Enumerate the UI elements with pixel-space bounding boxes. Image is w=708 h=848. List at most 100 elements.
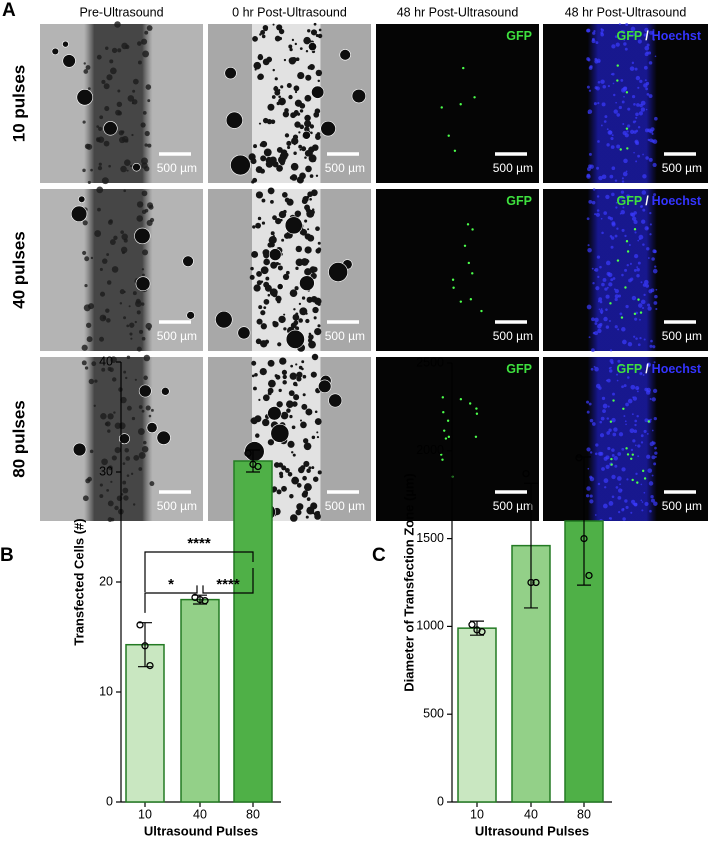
nucleus bbox=[640, 499, 643, 502]
bubble bbox=[237, 326, 251, 340]
nucleus bbox=[608, 517, 611, 520]
particle bbox=[81, 344, 88, 351]
nucleus bbox=[645, 284, 650, 288]
micrograph: 500 µm bbox=[40, 186, 203, 352]
bubble bbox=[328, 393, 343, 408]
nucleus bbox=[589, 451, 593, 454]
nucleus bbox=[595, 286, 600, 291]
nucleus bbox=[595, 41, 599, 45]
particle bbox=[277, 265, 283, 271]
gfp-cell bbox=[631, 453, 634, 456]
nucleus bbox=[615, 101, 617, 104]
gfp-cell bbox=[467, 261, 471, 265]
particle bbox=[267, 391, 272, 396]
particle bbox=[82, 168, 86, 173]
nucleus bbox=[599, 433, 605, 438]
particle bbox=[138, 329, 144, 334]
nucleus bbox=[597, 275, 600, 279]
nucleus bbox=[640, 281, 643, 284]
nucleus bbox=[636, 273, 640, 278]
nucleus bbox=[617, 452, 622, 456]
error-bar bbox=[524, 482, 538, 609]
gfp-cell bbox=[639, 311, 643, 314]
particle bbox=[287, 471, 293, 477]
nucleus bbox=[594, 213, 597, 216]
particle bbox=[296, 376, 302, 382]
particle bbox=[282, 273, 290, 281]
particle bbox=[85, 65, 91, 70]
micrograph: GFP 500 µm bbox=[376, 189, 539, 351]
nucleus bbox=[653, 193, 657, 197]
nucleus bbox=[621, 273, 624, 277]
particle bbox=[99, 267, 103, 271]
gfp-cell bbox=[616, 79, 619, 82]
particle bbox=[117, 48, 122, 53]
nucleus bbox=[644, 27, 649, 33]
particle bbox=[251, 250, 259, 258]
nucleus bbox=[640, 299, 646, 305]
particle bbox=[313, 22, 317, 26]
nucleus bbox=[651, 429, 654, 432]
particle bbox=[136, 310, 141, 315]
particle bbox=[263, 148, 272, 157]
nucleus bbox=[655, 288, 658, 291]
particle bbox=[282, 374, 287, 380]
y-axis-title: Diameter of Transfection Zone (µm) bbox=[401, 473, 416, 691]
particle bbox=[257, 74, 264, 80]
nucleus bbox=[654, 446, 657, 450]
nucleus bbox=[652, 388, 658, 394]
data-point bbox=[585, 571, 593, 580]
micrograph: GFP 500 µm bbox=[376, 24, 539, 183]
gfp-cell bbox=[441, 396, 445, 399]
nucleus bbox=[647, 51, 652, 55]
particle bbox=[114, 446, 121, 454]
particle bbox=[305, 50, 309, 53]
nucleus bbox=[598, 175, 603, 181]
nucleus bbox=[641, 501, 644, 503]
nucleus bbox=[653, 361, 656, 364]
nucleus bbox=[642, 208, 646, 212]
particle bbox=[109, 239, 116, 245]
particle bbox=[272, 23, 275, 26]
nucleus bbox=[625, 505, 629, 510]
nucleus bbox=[645, 87, 649, 91]
particle bbox=[301, 360, 305, 364]
nucleus bbox=[611, 72, 615, 76]
particle bbox=[304, 114, 311, 122]
particle bbox=[126, 405, 132, 411]
particle bbox=[90, 168, 93, 172]
nucleus bbox=[609, 217, 614, 221]
micrograph: 500 µm bbox=[208, 22, 371, 184]
particle bbox=[141, 336, 146, 341]
y-tick-label: 10 bbox=[99, 684, 113, 698]
gfp-cell bbox=[647, 420, 651, 423]
column-header: 48 hr Post-Ultrasound bbox=[397, 5, 519, 19]
nucleus bbox=[611, 448, 615, 452]
y-tick-label: 2000 bbox=[416, 443, 444, 457]
particle bbox=[101, 458, 108, 466]
micrograph: GFP / Hoechst 500 µm bbox=[543, 188, 708, 353]
particle bbox=[119, 289, 125, 295]
bar bbox=[457, 627, 497, 803]
nucleus bbox=[610, 145, 615, 149]
nucleus bbox=[597, 323, 602, 329]
nucleus bbox=[613, 456, 619, 461]
nucleus bbox=[633, 219, 638, 225]
bubble bbox=[285, 329, 305, 349]
nucleus bbox=[652, 441, 656, 445]
particle bbox=[290, 364, 294, 368]
nucleus bbox=[617, 488, 623, 493]
separator: / bbox=[645, 362, 649, 376]
nucleus bbox=[637, 261, 641, 265]
nucleus bbox=[603, 120, 607, 123]
particle bbox=[259, 367, 267, 376]
nucleus bbox=[627, 376, 630, 379]
nucleus bbox=[619, 363, 623, 367]
nucleus bbox=[605, 464, 610, 469]
nucleus bbox=[654, 451, 658, 455]
particle bbox=[253, 386, 257, 391]
nucleus bbox=[602, 278, 607, 282]
nucleus bbox=[646, 92, 650, 96]
particle bbox=[149, 217, 155, 223]
gfp-cell bbox=[616, 259, 620, 262]
